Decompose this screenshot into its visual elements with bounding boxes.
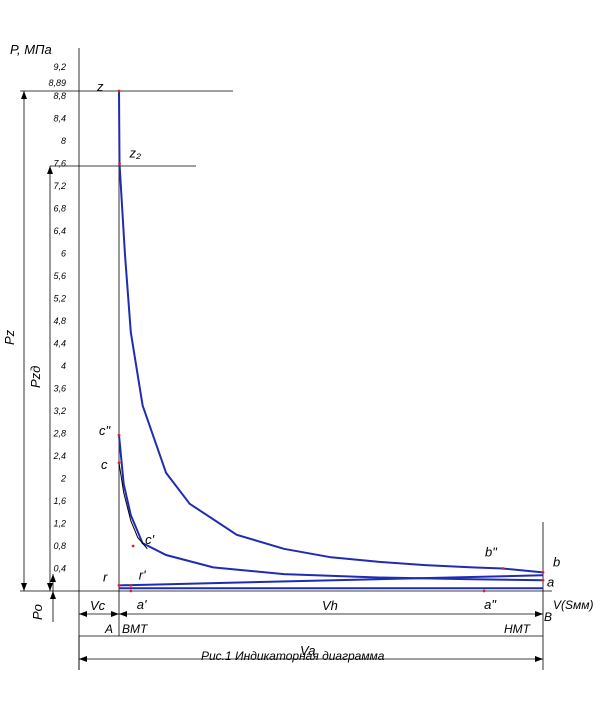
pzd-arrow-top: [47, 166, 53, 174]
point-label: r: [103, 569, 108, 584]
y-tick-label: 4,4: [53, 339, 66, 349]
y-tick-label: 5,6: [53, 271, 66, 281]
point-marker: [482, 589, 486, 593]
a-label: A: [104, 622, 113, 636]
vc-arrow-right: [111, 611, 119, 617]
y-tick-label: 3,6: [53, 384, 66, 394]
y-tick-label: 4,8: [53, 316, 66, 326]
p0-arrow-2: [50, 591, 56, 599]
pz-arrow-top: [21, 91, 27, 99]
pz-arrow-bottom: [21, 583, 27, 591]
y-tick-label: 4: [61, 361, 66, 371]
series-line-3: [118, 574, 544, 587]
y-tick-label: 2,8: [52, 429, 66, 439]
point-marker: [541, 571, 545, 574]
point-label: c': [145, 532, 155, 547]
point-label: a': [137, 597, 147, 612]
vh-arrow-left: [119, 611, 127, 617]
point-label: r': [139, 567, 146, 582]
point-marker: [117, 433, 121, 437]
point-marker: [129, 584, 133, 587]
point-marker: [117, 89, 121, 93]
va-arrow-right: [535, 656, 543, 662]
series-line-2: [118, 462, 148, 550]
point-label: b": [485, 545, 498, 560]
y-tick-label: 2,4: [52, 451, 66, 461]
point-label: a: [547, 574, 554, 589]
vc-label: Vc: [90, 598, 106, 613]
y-tick-label: 3,2: [53, 406, 66, 416]
y-tick-label: 6,4: [53, 226, 66, 236]
y-tick-label: 7,6: [53, 159, 66, 169]
y-tick-label: 1,6: [53, 496, 66, 506]
y-tick-label: 8,8: [53, 91, 66, 101]
pz-label: Pz: [2, 329, 17, 345]
nmt-label: НМТ: [504, 622, 532, 636]
p0-label: Po: [30, 604, 45, 620]
y-tick-label: 1,2: [53, 519, 66, 529]
y-tick-label: 5,2: [53, 294, 66, 304]
y-ticks: 0,4 0,8 1,2 1,6 2 2,4 2,8 3,2 3,6 4 4,4 4,8 5,2 5,6 6 6…: [48, 62, 66, 574]
vc-arrow-left: [79, 611, 87, 617]
point-marker: [129, 589, 133, 593]
vh-label: Vh: [322, 598, 338, 613]
b-label: B: [544, 610, 552, 624]
point-marker: [118, 162, 121, 166]
point-marker: [541, 578, 545, 582]
figure-caption: Рис.1 Индикаторная диаграмма: [201, 649, 385, 663]
series-line-0: [118, 90, 544, 574]
vh-arrow-right: [535, 611, 543, 617]
y-tick-label: 8,4: [53, 114, 66, 124]
vmt-label: ВМТ: [122, 622, 149, 636]
series-line-1: [118, 435, 544, 582]
p0-arrow: [50, 574, 56, 582]
point-label: b: [553, 554, 560, 569]
va-label: Va: [300, 643, 315, 658]
y-tick-label: 8,89: [48, 78, 66, 88]
point-label: z₂: [129, 146, 142, 161]
y-tick-label: 6: [61, 249, 66, 259]
pzd-label: Pzд: [28, 366, 43, 388]
point-marker: [117, 584, 121, 587]
point-label: z: [96, 79, 104, 94]
y-tick-label: 0,4: [53, 564, 66, 574]
point-marker: [117, 461, 121, 465]
point-label: a": [484, 597, 497, 612]
y-tick-label: 0,8: [53, 541, 66, 551]
x-axis-label: V(Sмм): [553, 598, 593, 612]
pzd-arrow-bottom: [47, 583, 53, 591]
y-axis-label: P, МПа: [10, 42, 52, 57]
point-labels: z z₂ c" c c' b" ba r r' a' a": [96, 79, 560, 612]
y-tick-label: 6,8: [53, 204, 66, 214]
point-label: c": [99, 423, 112, 438]
point-marker: [501, 567, 505, 570]
point-marker: [131, 544, 135, 548]
y-tick-label: 2: [60, 474, 66, 484]
curves: [118, 90, 544, 590]
y-tick-label: 8: [61, 136, 66, 146]
point-label: c: [101, 457, 108, 472]
y-tick-label: 7,2: [53, 181, 66, 191]
y-tick-label: 9,2: [53, 62, 66, 72]
va-arrow-left: [79, 656, 87, 662]
